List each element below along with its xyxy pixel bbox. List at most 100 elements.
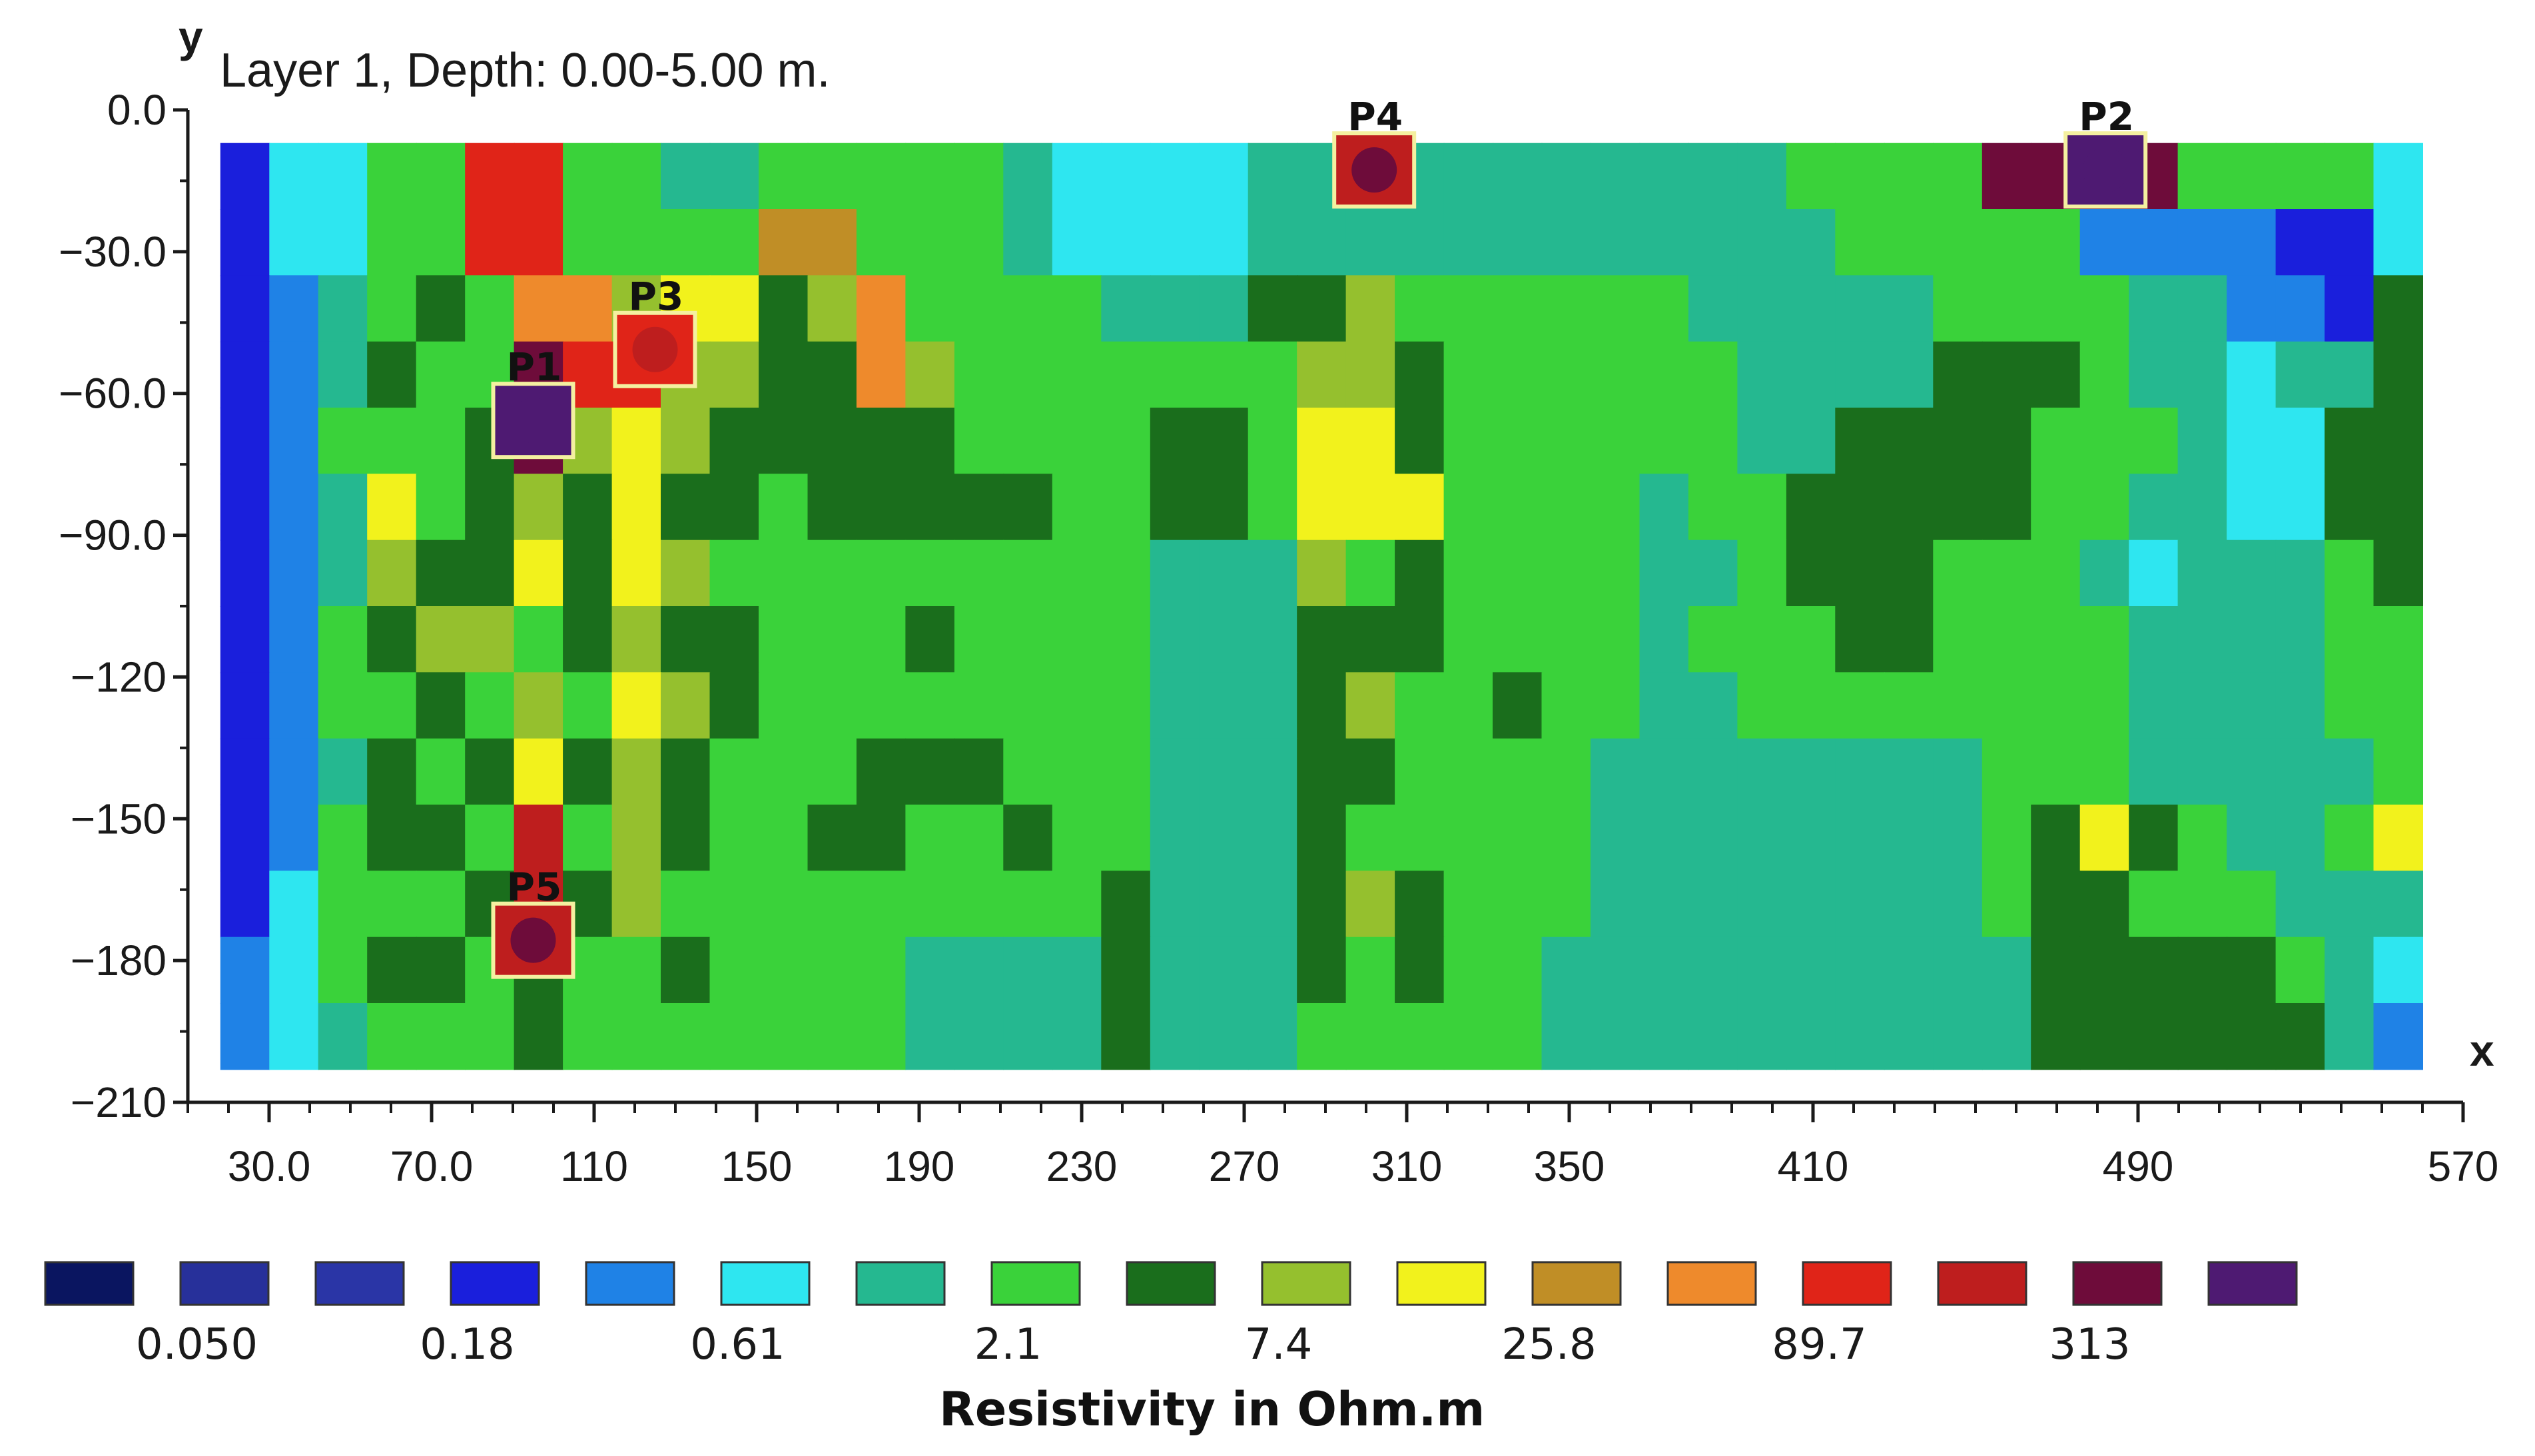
heatmap-cell	[269, 805, 319, 872]
heatmap-cell	[1003, 341, 1053, 408]
heatmap-cell	[269, 672, 319, 739]
heatmap-cell	[1493, 540, 1543, 607]
heatmap-cell	[856, 209, 906, 276]
heatmap-cell	[2373, 936, 2423, 1004]
heatmap-cell	[1591, 936, 1640, 1004]
heatmap-cell	[220, 408, 270, 475]
heatmap-cell	[1982, 606, 2032, 673]
heatmap-cell	[367, 209, 417, 276]
heatmap-cell	[2275, 871, 2326, 938]
legend-swatch	[1126, 1261, 1216, 1306]
heatmap-cell	[465, 805, 515, 872]
heatmap-cell	[1248, 936, 1298, 1004]
heatmap-cell	[1933, 1003, 1983, 1070]
heatmap-cell	[1688, 143, 1738, 210]
heatmap-cell	[1884, 540, 1934, 607]
heatmap-cell	[2079, 209, 2130, 276]
heatmap-cell	[2129, 209, 2179, 276]
heatmap-cell	[2031, 738, 2081, 805]
heatmap-cell	[2079, 672, 2130, 739]
heatmap-cell	[1101, 143, 1151, 210]
heatmap-cell	[2373, 540, 2423, 607]
heatmap-cell	[2177, 1003, 2228, 1070]
heatmap-cell	[1541, 209, 1591, 276]
heatmap-cell	[2079, 474, 2130, 541]
heatmap-cell	[416, 341, 466, 408]
heatmap-cell	[416, 209, 466, 276]
heatmap-cell	[1933, 408, 1983, 475]
heatmap-cell	[1591, 1003, 1640, 1070]
heatmap-cell	[1199, 871, 1249, 938]
heatmap-cell	[1052, 209, 1102, 276]
heatmap-cell	[2177, 672, 2228, 739]
heatmap-cell	[2373, 738, 2423, 805]
heatmap-cell	[514, 738, 564, 805]
heatmap-cell	[1052, 474, 1102, 541]
heatmap-cell	[611, 209, 662, 276]
heatmap-cell	[1639, 341, 1689, 408]
heatmap-cell	[709, 871, 759, 938]
heatmap-cell	[709, 209, 759, 276]
heatmap-cell	[269, 209, 319, 276]
heatmap-cell	[661, 606, 711, 673]
heatmap-cell	[1150, 738, 1200, 805]
heatmap-cell	[1345, 606, 1396, 673]
heatmap-cell	[1395, 738, 1445, 805]
heatmap-cell	[2275, 540, 2326, 607]
heatmap-cell	[563, 606, 613, 673]
heatmap-cell	[367, 275, 417, 342]
heatmap-cell	[514, 805, 564, 872]
heatmap-cell	[1297, 672, 1347, 739]
heatmap-cell	[2129, 805, 2179, 872]
heatmap-cell	[1248, 540, 1298, 607]
heatmap-cell	[1884, 408, 1934, 475]
anomaly-core	[510, 917, 556, 963]
heatmap-cell	[1248, 408, 1298, 475]
heatmap-cell	[220, 1003, 270, 1070]
heatmap-cell	[563, 540, 613, 607]
heatmap-cell	[2079, 540, 2130, 607]
heatmap-cell	[1150, 606, 1200, 673]
anomaly-labels: P1 P2 P3 P4 P5	[491, 94, 2148, 979]
heatmap-cell	[1199, 805, 1249, 872]
heatmap-cell	[1101, 209, 1151, 276]
heatmap-cell	[220, 606, 270, 673]
heatmap-cell	[1884, 606, 1934, 673]
heatmap-cell	[1835, 540, 1885, 607]
heatmap-cell	[905, 606, 955, 673]
heatmap-cell	[2177, 738, 2228, 805]
heatmap-cell	[1933, 871, 1983, 938]
heatmap-cell	[1345, 805, 1396, 872]
heatmap-cell	[1297, 341, 1347, 408]
heatmap-cell	[1541, 672, 1591, 739]
heatmap-cell	[1101, 540, 1151, 607]
heatmap-cell	[1786, 871, 1836, 938]
legend-swatch	[1261, 1261, 1351, 1306]
heatmap-cell	[1101, 738, 1151, 805]
heatmap-cell	[2373, 474, 2423, 541]
heatmap-cell	[2031, 275, 2081, 342]
heatmap-cell	[905, 738, 955, 805]
heatmap-cell	[709, 936, 759, 1004]
heatmap-cell	[1982, 341, 2032, 408]
heatmap-cell	[1199, 738, 1249, 805]
heatmap-cell	[1395, 936, 1445, 1004]
heatmap-cell	[1835, 408, 1885, 475]
heatmap-cell	[318, 738, 368, 805]
heatmap-cell	[1493, 341, 1543, 408]
heatmap-cell	[1688, 805, 1738, 872]
heatmap-cell	[1150, 871, 1200, 938]
heatmap-cell	[1395, 672, 1445, 739]
heatmap-cell	[1395, 209, 1445, 276]
legend-label: 0.18	[420, 1320, 515, 1369]
heatmap-cell	[1493, 209, 1543, 276]
heatmap-cell	[1591, 540, 1640, 607]
heatmap-cell	[709, 606, 759, 673]
heatmap-cell	[1541, 1003, 1591, 1070]
heatmap-cell	[465, 540, 515, 607]
heatmap-cell	[269, 1003, 319, 1070]
heatmap-cell	[1003, 143, 1053, 210]
heatmap-cell	[1541, 341, 1591, 408]
heatmap-cell	[1982, 408, 2032, 475]
heatmap-cell	[220, 474, 270, 541]
